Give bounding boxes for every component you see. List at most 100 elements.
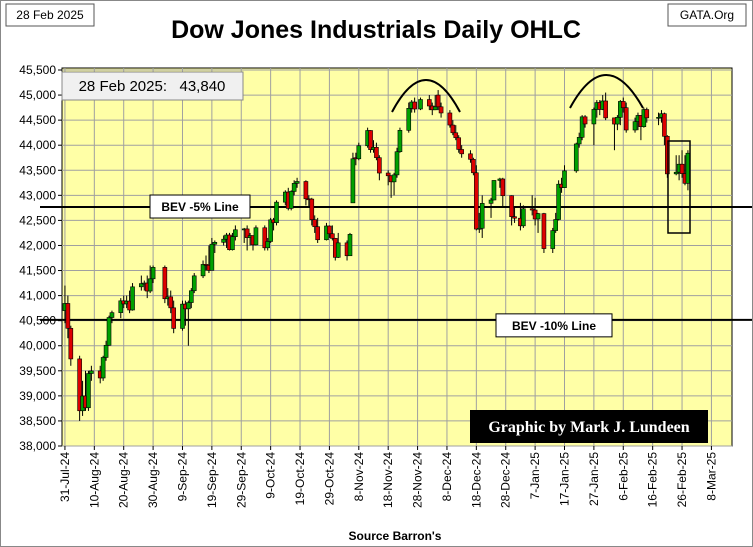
x-tick-label: 10-Aug-24 — [87, 452, 101, 508]
date: 28 Feb 2025 — [16, 8, 84, 22]
candle-body — [377, 157, 382, 174]
candle-body — [118, 300, 124, 313]
candle-body — [521, 208, 526, 227]
y-tick-label: 41,000 — [19, 289, 56, 303]
candle-body — [291, 183, 297, 192]
candle-body — [294, 181, 300, 184]
candle-body — [673, 171, 679, 175]
candle-body — [432, 106, 438, 111]
x-tick-label: 6-Feb-25 — [616, 452, 630, 501]
candle-body — [368, 130, 373, 150]
x-tick-label: 18-Dec-24 — [469, 452, 483, 508]
candle-body — [476, 227, 482, 230]
x-tick-label: 16-Feb-25 — [646, 452, 660, 508]
candle-body — [330, 233, 335, 239]
candle-body — [65, 303, 71, 329]
candle-body — [212, 242, 218, 245]
x-tick-label: 7-Jan-25 — [528, 452, 542, 500]
candle-body — [603, 100, 608, 119]
candle-body — [168, 296, 174, 309]
candle-body — [391, 174, 397, 183]
candle-body — [312, 219, 318, 228]
x-tick-label: 28-Nov-24 — [411, 452, 425, 508]
chart-title: Dow Jones Industrials Daily OHLC — [171, 16, 581, 44]
candle-body — [556, 183, 561, 220]
x-tick-label: 17-Jan-25 — [558, 452, 572, 506]
reference-label-box — [149, 194, 251, 219]
candle-body — [509, 195, 514, 217]
y-tick-label: 40,500 — [19, 314, 56, 328]
candle-body — [191, 275, 197, 292]
reference-label: BEV -10% Line — [512, 319, 596, 333]
candle-body — [500, 178, 506, 197]
candle-body — [456, 137, 462, 150]
candle-body — [233, 229, 238, 237]
y-tick-label: 41,500 — [19, 264, 56, 278]
candle-body — [188, 290, 194, 303]
candle-body — [77, 358, 82, 412]
candle-body — [209, 243, 215, 271]
candle-body — [309, 198, 315, 220]
candle-body — [268, 219, 273, 242]
candle-body — [620, 101, 626, 109]
candle-body — [468, 153, 473, 160]
x-tick-label: 9-Oct-24 — [264, 452, 278, 499]
candle-body — [86, 373, 91, 409]
candle-body — [303, 181, 309, 200]
candle-body — [162, 267, 168, 300]
candle-body — [203, 264, 209, 266]
site: GATA.Org — [680, 8, 734, 22]
x-tick-label: 9-Sep-24 — [175, 452, 189, 502]
candle-body — [350, 158, 356, 204]
candle-body — [253, 227, 259, 246]
candle-body — [347, 234, 353, 257]
candle-body — [406, 108, 412, 131]
candle-body — [335, 242, 341, 258]
y-tick-label: 45,000 — [19, 88, 56, 102]
reference-label: BEV -5% Line — [161, 200, 239, 214]
x-tick-label: 29-Oct-24 — [322, 452, 336, 506]
candle-body — [447, 112, 453, 126]
x-tick-label: 19-Sep-24 — [205, 452, 219, 508]
reference-label-box — [495, 313, 613, 338]
candle-body — [471, 159, 476, 174]
candle-body — [550, 230, 556, 249]
y-tick-label: 43,000 — [19, 188, 56, 202]
date-box — [5, 3, 95, 27]
y-tick-label: 45,500 — [19, 63, 56, 77]
candle-body — [474, 172, 479, 230]
candle-body — [221, 238, 226, 243]
x-tick-label: 30-Aug-24 — [146, 452, 160, 508]
candle-body — [109, 312, 115, 318]
candle-body — [171, 307, 176, 329]
candle-body — [450, 124, 456, 134]
x-tick-label: 18-Nov-24 — [381, 452, 395, 508]
candle-body — [186, 302, 191, 310]
candle-body — [579, 116, 585, 138]
candle-body — [130, 286, 135, 311]
candle-body — [576, 137, 582, 145]
y-tick-label: 44,500 — [19, 113, 56, 127]
candle-body — [244, 228, 250, 238]
y-tick-label: 42,000 — [19, 238, 56, 252]
source: Source Barron's — [349, 529, 442, 543]
candle-body — [656, 117, 661, 119]
candle-body — [453, 132, 459, 139]
y-tick-label: 40,000 — [19, 339, 56, 353]
candle-body — [427, 99, 432, 107]
candle-body — [106, 317, 112, 346]
candle-body — [618, 101, 623, 118]
x-tick-label: 19-Oct-24 — [293, 452, 307, 506]
candle-body — [103, 344, 109, 358]
candle-body — [230, 236, 235, 251]
x-tick-label: 26-Feb-25 — [675, 452, 689, 508]
candle-body — [394, 151, 400, 176]
candle-body — [632, 121, 638, 131]
x-tick-label: 20-Aug-24 — [117, 452, 131, 508]
candle-body — [412, 101, 417, 110]
candle-body — [662, 113, 667, 137]
candle-body — [459, 149, 464, 155]
candle-body — [438, 106, 444, 114]
candle-body — [139, 283, 144, 288]
annotation-box — [61, 71, 244, 101]
